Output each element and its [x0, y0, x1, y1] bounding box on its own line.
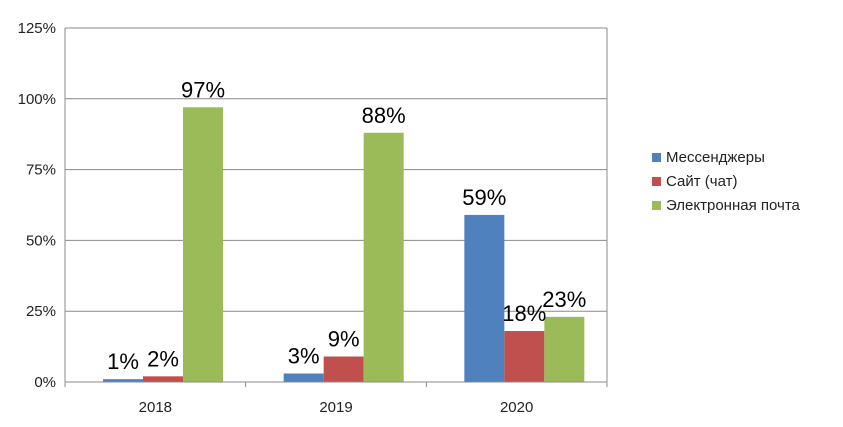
- gridlines: [65, 27, 608, 382]
- data-label-2018-1: 1%: [107, 349, 139, 374]
- y-tick-label: 50%: [26, 232, 56, 249]
- data-label-2018-3: 97%: [181, 77, 225, 102]
- x-tick-label: 2018: [139, 399, 172, 416]
- y-tick-label: 25%: [26, 303, 56, 320]
- legend-label-1: Мессенджеры: [666, 149, 765, 166]
- bars: [103, 107, 585, 383]
- data-label-2020-3: 23%: [542, 287, 586, 312]
- bar-2020-2: [504, 331, 545, 382]
- y-tick-label: 75%: [26, 162, 56, 179]
- bar-2018-3: [183, 107, 223, 383]
- bar-2020-1: [464, 214, 505, 382]
- y-tick-label: 0%: [34, 374, 56, 391]
- y-tick-label: 100%: [18, 91, 56, 108]
- x-axis: 2018 2019 2020: [64, 381, 608, 416]
- bar-2018-1: [103, 379, 143, 382]
- data-label-2018-2: 2%: [147, 346, 179, 371]
- bar-2020-3: [544, 316, 585, 382]
- x-tick-label: 2019: [319, 399, 352, 416]
- legend-label-2: Сайт (чат): [666, 173, 737, 190]
- bar-2019-3: [363, 132, 404, 382]
- data-label-2020-1: 59%: [462, 185, 506, 210]
- bar-2019-1: [283, 373, 324, 382]
- bar-2018-2: [143, 376, 183, 382]
- data-labels: 1% 2% 97% 3% 9% 88% 59% 18%23%: [107, 77, 586, 374]
- x-tick-label: 2020: [500, 399, 533, 416]
- data-label-2019-1: 3%: [288, 344, 320, 369]
- legend: Мессенджеры Сайт (чат) Электронная почта: [652, 149, 801, 214]
- legend-swatch-2: [652, 177, 661, 186]
- y-tick-label: 125%: [18, 20, 56, 37]
- data-label-2019-2: 9%: [328, 327, 360, 352]
- data-label-2020-2: 18%: [502, 301, 546, 326]
- legend-swatch-3: [652, 201, 661, 210]
- bar-2019-2: [323, 356, 364, 382]
- y-axis: 0% 25% 50% 75% 100% 125%: [18, 20, 66, 391]
- legend-label-3: Электронная почта: [666, 197, 801, 214]
- legend-swatch-1: [652, 153, 661, 162]
- data-label-2019-3: 88%: [362, 103, 406, 128]
